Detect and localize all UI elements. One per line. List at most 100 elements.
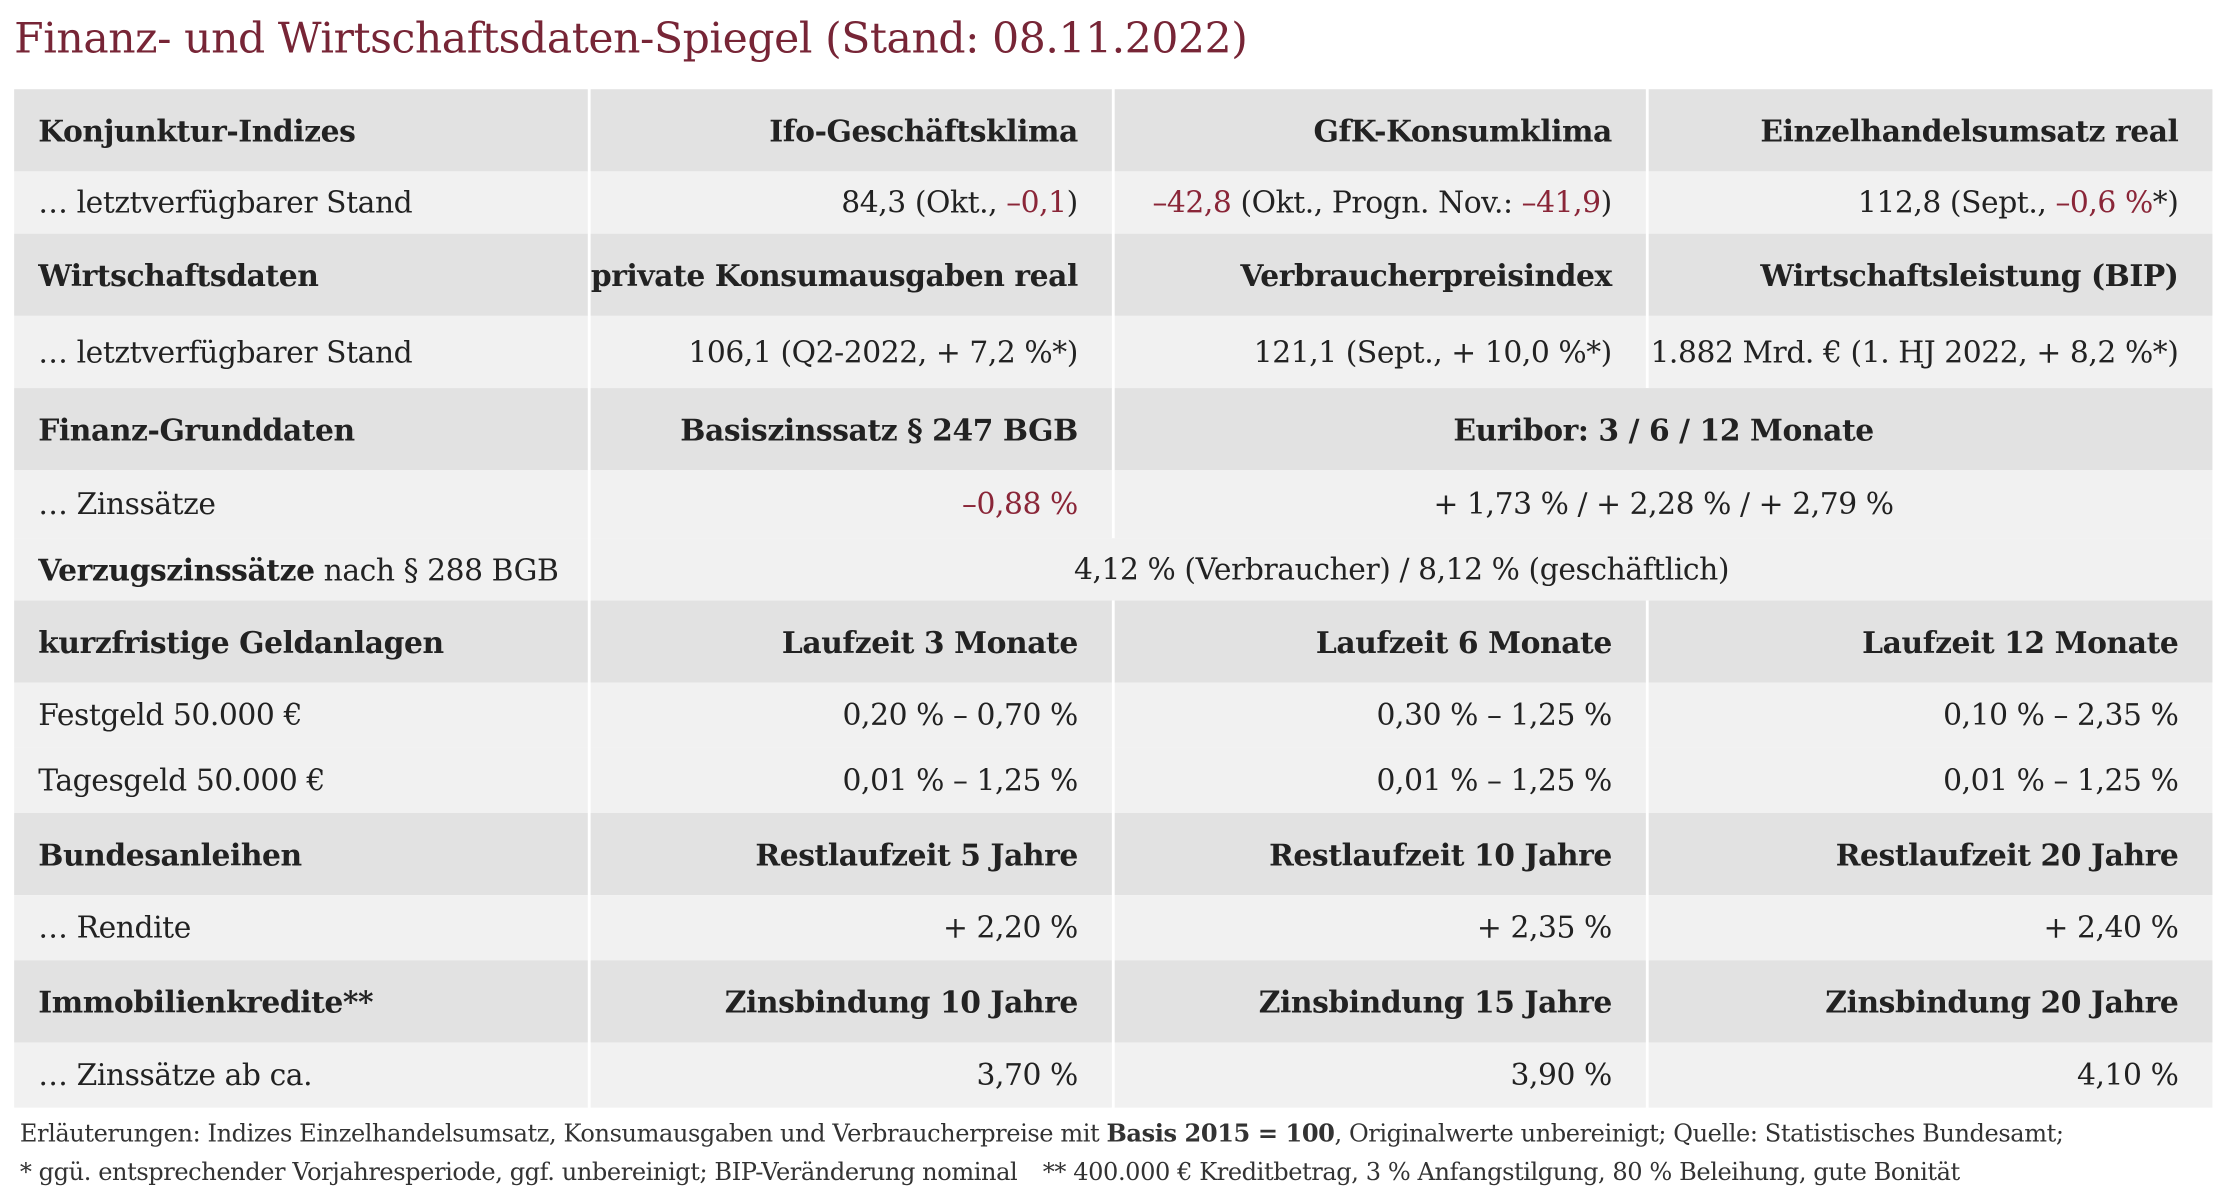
- cell-text: Immobilienkredite**: [38, 983, 374, 1020]
- table-cell: Ifo-Geschäftsklima: [590, 89, 1112, 172]
- cell-text: –0,1: [1006, 185, 1067, 220]
- cell-content: 0,30 % – 1,25 %: [1376, 698, 1613, 733]
- cell-content: Restlaufzeit 5 Jahre: [755, 836, 1078, 872]
- cell-text: Restlaufzeit 5 Jahre: [755, 836, 1078, 872]
- cell-text: –42,8: [1152, 185, 1232, 220]
- cell-text: nach § 288 BGB: [314, 553, 559, 588]
- table-cell: 0,01 % – 1,25 %: [1114, 747, 1646, 814]
- cell-text: Konjunktur-Indizes: [38, 112, 356, 149]
- cell-text: kurzfristige Geldanlagen: [38, 623, 444, 660]
- table-cell: Euribor: 3 / 6 / 12 Monate: [1114, 388, 2213, 471]
- cell-text: 4,12 % (Verbraucher) / 8,12 % (geschäftl…: [1073, 552, 1730, 587]
- cell-content: + 2,20 %: [943, 911, 1078, 945]
- table-cell: + 2,35 %: [1114, 895, 1646, 961]
- cell-text: 0,01 % – 1,25 %: [842, 763, 1079, 798]
- cell-content: Zinsbindung 20 Jahre: [1825, 984, 2179, 1019]
- cell-text: 0,10 % – 2,35 %: [1943, 698, 2179, 733]
- table-cell: 0,30 % – 1,25 %: [1114, 682, 1646, 748]
- table-cell: –42,8 (Okt., Progn. Nov.: –41,9): [1114, 171, 1646, 234]
- cell-content: + 2,40 %: [2043, 911, 2178, 945]
- cell-content: 106,1 (Q2-2022, + 7,2 %*): [688, 335, 1078, 369]
- cell-content: Bundesanleihen: [38, 836, 302, 871]
- cell-text: 4,10 %: [2077, 1058, 2179, 1093]
- table-cell: + 2,20 %: [590, 895, 1112, 961]
- cell-text: Wirtschaftsdaten: [38, 257, 319, 293]
- cell-text: Festgeld 50.000 €: [38, 698, 302, 733]
- table-cell: private Konsumausgaben real: [590, 233, 1112, 316]
- cell-content: private Konsumausgaben real: [591, 257, 1078, 292]
- table-cell: 121,1 (Sept., + 10,0 %*): [1114, 315, 1646, 389]
- cell-text: 1.882 Mrd. € (1. HJ 2022, + 8,2 %*): [1650, 334, 2179, 369]
- table-cell: … Zinssätze ab ca.: [14, 1042, 588, 1108]
- footnote: * ggü. entsprechender Vorjahresperiode, …: [20, 1159, 1960, 1187]
- cell-text: Zinsbindung 10 Jahre: [724, 983, 1079, 1020]
- cell-content: 4,10 %: [2077, 1058, 2179, 1093]
- cell-text: 84,3 (Okt.,: [841, 185, 1007, 220]
- cell-text: Basiszinssatz § 247 BGB: [680, 411, 1078, 447]
- cell-text: 121,1 (Sept., + 10,0 %*): [1253, 334, 1613, 369]
- table-cell: + 1,73 % / + 2,28 % / + 2,79 %: [1114, 470, 2213, 539]
- cell-text: Ifo-Geschäftsklima: [769, 112, 1078, 149]
- cell-text: Verzugszinssätze: [38, 551, 315, 588]
- table-cell: 0,10 % – 2,35 %: [1648, 682, 2213, 748]
- table-cell: … letztverfügbarer Stand: [14, 315, 588, 389]
- table-cell: 112,8 (Sept., –0,6 %*): [1648, 171, 2213, 234]
- table-cell: … letztverfügbarer Stand: [14, 171, 588, 234]
- table-cell: GfK-Konsumklima: [1114, 89, 1646, 172]
- table-cell: Tagesgeld 50.000 €: [14, 747, 588, 814]
- cell-content: + 2,35 %: [1477, 911, 1612, 945]
- cell-content: … letztverfügbarer Stand: [38, 335, 412, 369]
- cell-text: Zinsbindung 15 Jahre: [1258, 983, 1613, 1020]
- cell-content: 1.882 Mrd. € (1. HJ 2022, + 8,2 %*): [1650, 335, 2178, 369]
- cell-text: Tagesgeld 50.000 €: [38, 763, 325, 798]
- table-cell: 106,1 (Q2-2022, + 7,2 %*): [590, 315, 1112, 389]
- cell-text: 0,30 % – 1,25 %: [1376, 698, 1613, 733]
- cell-text: 112,8 (Sept.,: [1857, 185, 2056, 220]
- cell-content: GfK-Konsumklima: [1313, 112, 1613, 149]
- cell-content: + 1,73 % / + 2,28 % / + 2,79 %: [1433, 487, 1895, 522]
- footnote-text: ** 400.000 € Kreditbetrag, 3 % Anfangsti…: [1042, 1158, 1960, 1187]
- cell-text: … letztverfügbarer Stand: [38, 334, 413, 369]
- table-cell: Einzelhandelsumsatz real: [1648, 89, 2213, 172]
- cell-text: –0,88 %: [962, 487, 1078, 522]
- table-cell: Zinsbindung 10 Jahre: [590, 960, 1112, 1043]
- table-cell: Zinsbindung 20 Jahre: [1648, 960, 2213, 1043]
- cell-content: Zinsbindung 10 Jahre: [724, 983, 1079, 1020]
- cell-text: Bundesanleihen: [38, 836, 302, 872]
- table-cell: 0,20 % – 0,70 %: [590, 682, 1112, 748]
- cell-text: … Rendite: [38, 910, 191, 945]
- table-cell: Wirtschaftsdaten: [14, 233, 588, 316]
- table-cell: Verzugszinssätze nach § 288 BGB: [14, 538, 588, 601]
- cell-content: Restlaufzeit 20 Jahre: [1836, 836, 2179, 871]
- cell-text: Euribor: 3 / 6 / 12 Monate: [1453, 411, 1874, 447]
- footnote-text: Basis 2015 = 100: [1106, 1120, 1335, 1149]
- table-cell: … Zinssätze: [14, 470, 588, 539]
- cell-content: … letztverfügbarer Stand: [38, 186, 412, 220]
- cell-content: Wirtschaftsleistung (BIP): [1760, 257, 2178, 292]
- cell-text: GfK-Konsumklima: [1313, 112, 1613, 149]
- cell-content: kurzfristige Geldanlagen: [38, 623, 444, 660]
- cell-text: 3,90 %: [1510, 1058, 1612, 1093]
- table-cell: –0,88 %: [590, 470, 1112, 539]
- cell-content: 4,12 % (Verbraucher) / 8,12 % (geschäftl…: [1073, 552, 1730, 587]
- cell-text: 0,01 % – 1,25 %: [1376, 763, 1613, 798]
- table-cell: 0,01 % – 1,25 %: [1648, 747, 2213, 814]
- table-cell: Restlaufzeit 20 Jahre: [1648, 813, 2213, 896]
- cell-content: 0,01 % – 1,25 %: [1943, 763, 2179, 797]
- cell-text: + 2,20 %: [942, 910, 1078, 945]
- cell-content: Verzugszinssätze nach § 288 BGB: [38, 551, 559, 588]
- cell-text: –0,6 %: [2055, 185, 2153, 220]
- cell-text: Finanz-Grunddaten: [38, 411, 355, 447]
- cell-text: + 1,73 % / + 2,28 % / + 2,79 %: [1433, 487, 1895, 522]
- table-cell: 0,01 % – 1,25 %: [590, 747, 1112, 814]
- cell-content: 121,1 (Sept., + 10,0 %*): [1253, 334, 1613, 369]
- cell-text: Restlaufzeit 10 Jahre: [1269, 836, 1612, 872]
- table-cell: Festgeld 50.000 €: [14, 682, 588, 748]
- table-cell: Immobilienkredite**: [14, 960, 588, 1043]
- cell-content: Einzelhandelsumsatz real: [1760, 113, 2179, 148]
- table-cell: Konjunktur-Indizes: [14, 89, 588, 172]
- cell-content: Verbraucherpreisindex: [1240, 257, 1612, 292]
- cell-content: Laufzeit 3 Monate: [782, 624, 1078, 659]
